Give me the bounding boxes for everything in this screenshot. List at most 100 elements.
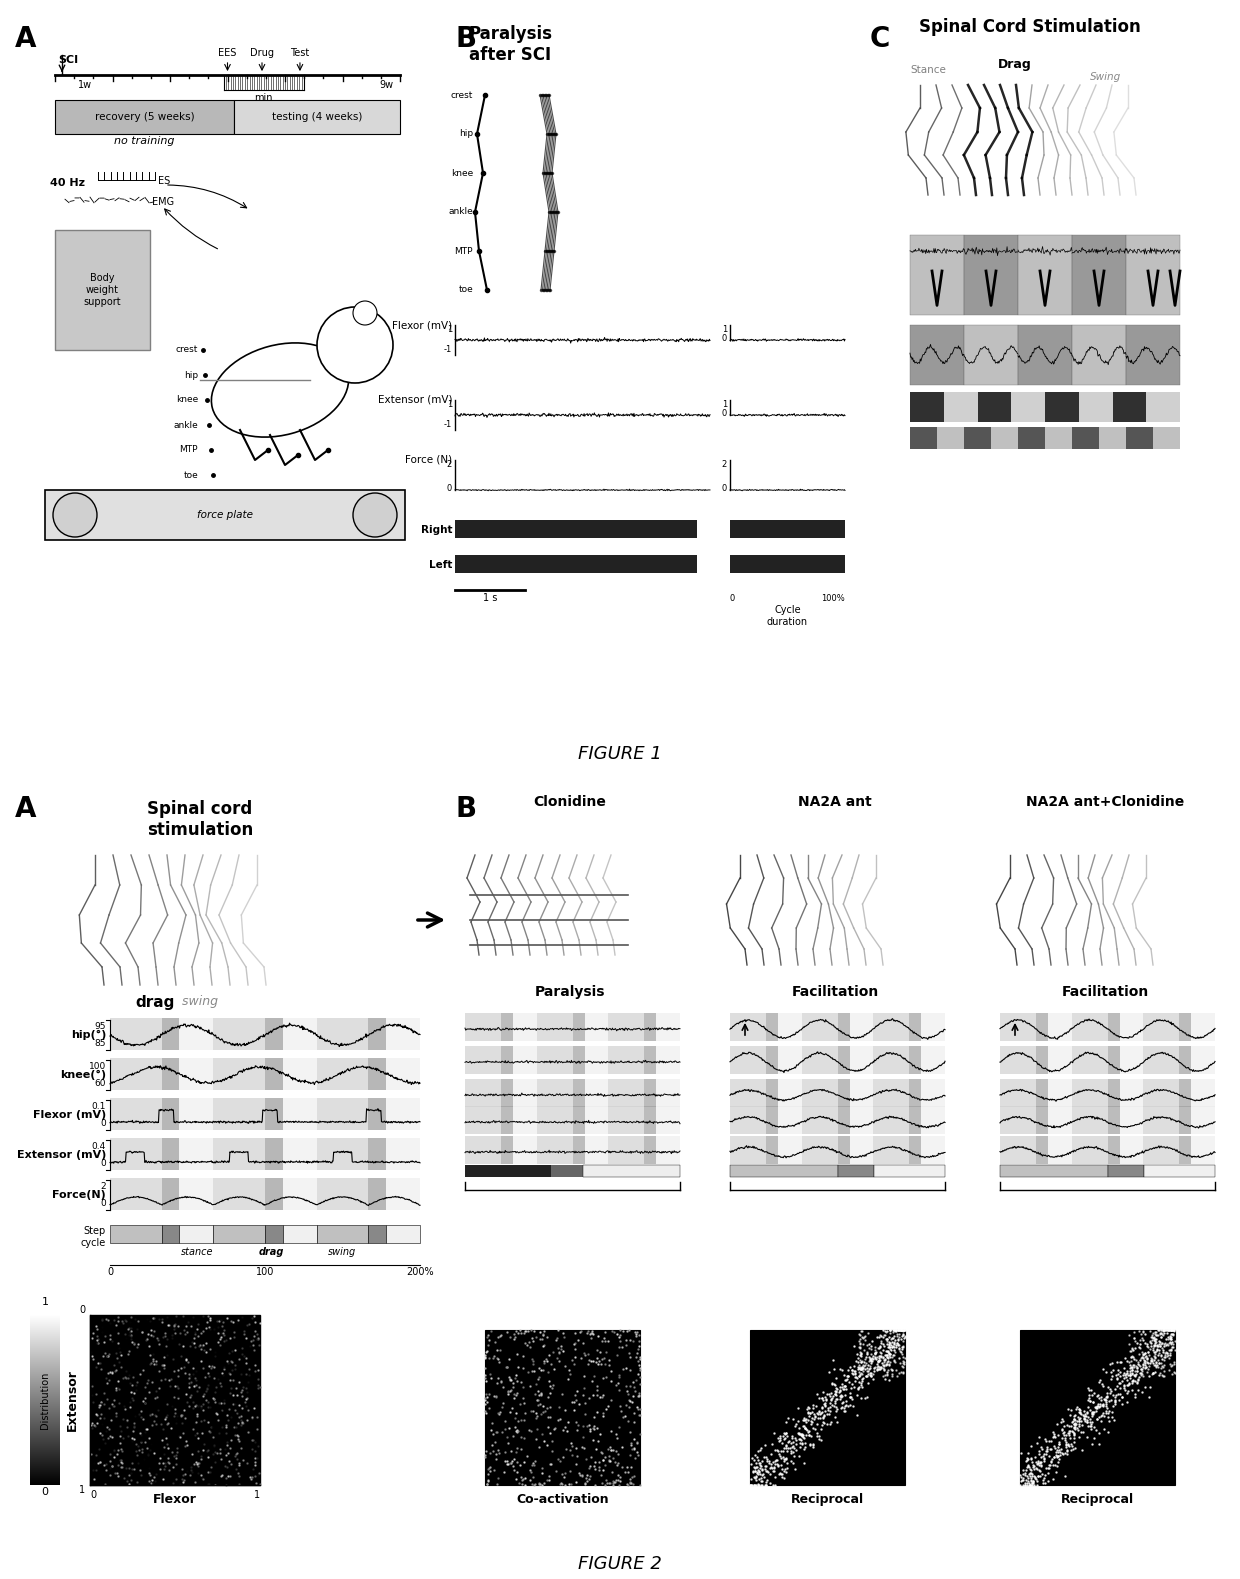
Bar — [1126, 426, 1153, 448]
Text: crest: crest — [176, 346, 198, 355]
Bar — [730, 1105, 766, 1134]
Bar — [873, 1014, 909, 1041]
Bar — [573, 1078, 585, 1107]
Bar — [283, 1018, 316, 1050]
Text: B: B — [455, 794, 476, 823]
Circle shape — [353, 493, 397, 537]
Bar — [609, 1045, 644, 1074]
Text: 0: 0 — [722, 409, 727, 418]
Bar — [585, 1014, 609, 1041]
Bar — [1120, 1105, 1143, 1134]
Text: knee: knee — [176, 395, 198, 404]
Bar — [265, 1225, 283, 1243]
Bar — [910, 235, 963, 314]
Text: 2: 2 — [446, 459, 453, 469]
Text: drag: drag — [258, 1247, 284, 1257]
Bar — [161, 1097, 180, 1131]
Bar — [1045, 426, 1073, 448]
Text: 0: 0 — [100, 1159, 105, 1168]
Bar — [110, 1058, 161, 1090]
Text: B: B — [455, 25, 476, 54]
Bar — [465, 1078, 501, 1107]
Bar — [802, 1045, 837, 1074]
Bar — [777, 1078, 802, 1107]
Bar — [1192, 1105, 1215, 1134]
Bar — [1179, 1105, 1192, 1134]
Text: FIGURE 2: FIGURE 2 — [578, 1555, 662, 1573]
Bar — [265, 1097, 283, 1131]
Bar — [849, 1105, 873, 1134]
Bar — [583, 1165, 680, 1176]
Text: Extensor: Extensor — [66, 1369, 78, 1431]
Bar — [368, 1097, 386, 1131]
Bar — [45, 489, 405, 540]
Bar — [537, 1014, 573, 1041]
Bar — [386, 1138, 420, 1170]
Text: Body
weight
support: Body weight support — [83, 273, 120, 306]
Text: Reciprocal: Reciprocal — [791, 1494, 864, 1506]
Text: Swing: Swing — [1090, 73, 1121, 82]
Text: Cycle
duration: Cycle duration — [766, 605, 808, 627]
Bar — [1035, 1105, 1048, 1134]
Bar — [644, 1105, 656, 1134]
Bar — [1107, 1014, 1120, 1041]
Text: 0: 0 — [722, 485, 727, 493]
Bar — [1035, 1078, 1048, 1107]
Text: 9w: 9w — [379, 81, 394, 90]
Bar — [937, 426, 963, 448]
Text: swing: swing — [329, 1247, 357, 1257]
Bar — [837, 1165, 874, 1176]
Bar — [585, 1135, 609, 1164]
Text: MTP: MTP — [455, 246, 472, 256]
Text: ankle: ankle — [174, 420, 198, 429]
Text: Step
cycle: Step cycle — [81, 1227, 105, 1247]
Bar — [501, 1078, 513, 1107]
Text: FIGURE 1: FIGURE 1 — [578, 745, 662, 763]
Bar — [963, 426, 991, 448]
Text: 0: 0 — [91, 1491, 97, 1500]
Text: Extensor (mV): Extensor (mV) — [16, 1150, 105, 1161]
Bar — [1107, 1045, 1120, 1074]
Text: stance: stance — [181, 1247, 213, 1257]
Text: -1: -1 — [444, 344, 453, 354]
Text: Test: Test — [290, 47, 310, 58]
Bar — [730, 1078, 766, 1107]
Bar — [730, 554, 844, 573]
Bar — [1179, 1078, 1192, 1107]
Bar — [1048, 1105, 1071, 1134]
Circle shape — [53, 493, 97, 537]
Bar — [1120, 1135, 1143, 1164]
Bar — [909, 1135, 921, 1164]
Bar — [849, 1014, 873, 1041]
Bar — [386, 1097, 420, 1131]
Bar — [802, 1135, 837, 1164]
Bar — [110, 1225, 161, 1243]
Bar — [921, 1135, 945, 1164]
Bar — [501, 1014, 513, 1041]
Bar — [55, 99, 234, 134]
Bar — [386, 1058, 420, 1090]
Text: Flexor (mV): Flexor (mV) — [392, 321, 453, 330]
Bar — [1126, 235, 1180, 314]
Bar — [1071, 1105, 1107, 1134]
Text: Drag: Drag — [998, 58, 1032, 71]
Bar — [537, 1135, 573, 1164]
Bar — [386, 1225, 420, 1243]
Bar — [1073, 235, 1126, 314]
Bar — [180, 1018, 213, 1050]
Bar — [368, 1178, 386, 1210]
Text: Force(N): Force(N) — [52, 1191, 105, 1200]
Bar — [910, 392, 944, 422]
Bar — [837, 1078, 849, 1107]
Text: Extensor (mV): Extensor (mV) — [377, 395, 453, 404]
Bar — [110, 1097, 161, 1131]
Bar — [609, 1105, 644, 1134]
Bar — [161, 1018, 180, 1050]
Bar — [999, 1014, 1035, 1041]
Text: 1: 1 — [722, 399, 727, 409]
Bar — [644, 1045, 656, 1074]
Text: 1: 1 — [254, 1491, 260, 1500]
Text: toe: toe — [184, 471, 198, 480]
Bar — [1145, 1165, 1215, 1176]
Text: drag: drag — [135, 995, 175, 1011]
